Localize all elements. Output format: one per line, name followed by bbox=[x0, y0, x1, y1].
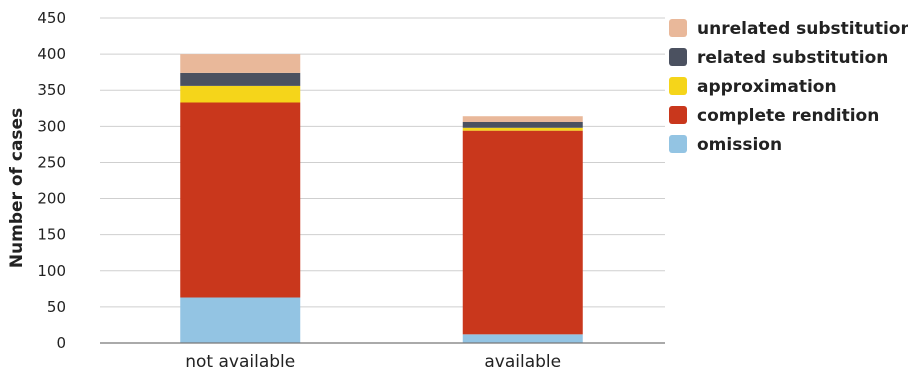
y-tick-label: 50 bbox=[47, 298, 66, 316]
bar-segment-approximation-available bbox=[462, 127, 583, 131]
y-axis-title: Number of cases bbox=[7, 108, 27, 268]
y-tick-labels: 0 50 100 150 200 250 300 350 400 450 bbox=[37, 9, 66, 352]
legend-label: approximation bbox=[697, 77, 837, 97]
y-tick-label: 100 bbox=[37, 262, 66, 280]
y-tick-label: 0 bbox=[56, 334, 66, 352]
y-tick-label: 150 bbox=[37, 226, 66, 244]
y-tick-label: 400 bbox=[37, 45, 66, 63]
bar-layer bbox=[180, 54, 583, 343]
y-tick-label: 200 bbox=[37, 190, 66, 208]
legend: unrelated substitution related substituti… bbox=[669, 19, 908, 155]
legend-swatch bbox=[669, 77, 687, 95]
bar-segment-approximation-not-available bbox=[180, 85, 301, 103]
legend-swatch bbox=[669, 106, 687, 124]
bar-segment-omission-available bbox=[462, 334, 583, 343]
legend-label: unrelated substitution bbox=[697, 19, 908, 39]
bar-segment-complete-rendition-not-available bbox=[180, 102, 301, 298]
bar-segment-omission-not-available bbox=[180, 297, 301, 343]
bar-segment-related-substitution-available bbox=[462, 122, 583, 128]
category-label: available bbox=[484, 352, 561, 372]
category-labels: not available available bbox=[185, 352, 561, 372]
legend-swatch bbox=[669, 19, 687, 37]
bar-segment-unrelated-substitution-available bbox=[462, 116, 583, 122]
legend-label: omission bbox=[697, 135, 782, 155]
y-tick-label: 350 bbox=[37, 81, 66, 99]
legend-label: related substitution bbox=[697, 48, 888, 68]
category-label: not available bbox=[185, 352, 295, 372]
y-tick-label: 450 bbox=[37, 9, 66, 27]
y-tick-label: 300 bbox=[37, 117, 66, 135]
legend-label: complete rendition bbox=[697, 106, 879, 126]
legend-swatch bbox=[669, 135, 687, 153]
bar-segment-unrelated-substitution-not-available bbox=[180, 54, 301, 73]
bar-segment-related-substitution-not-available bbox=[180, 72, 301, 86]
legend-swatch bbox=[669, 48, 687, 66]
y-tick-label: 250 bbox=[37, 153, 66, 171]
bar-segment-complete-rendition-available bbox=[462, 130, 583, 335]
